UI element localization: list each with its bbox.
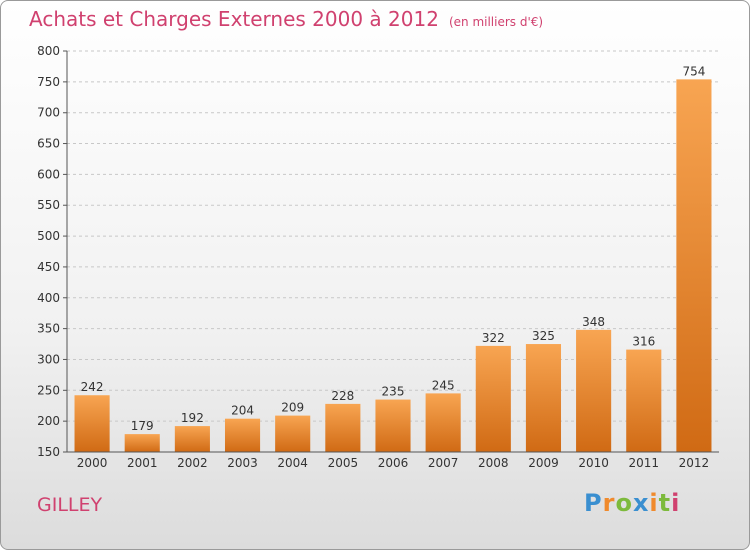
data-label: 204	[231, 404, 254, 418]
x-tick-label: 2003	[227, 456, 258, 470]
logo-letter: x	[632, 489, 650, 517]
bar-2010	[576, 329, 612, 452]
proxiti-logo: Proxiti	[584, 489, 680, 517]
data-label: 242	[81, 380, 104, 394]
x-tick-label: 2002	[177, 456, 208, 470]
logo-letter: i	[671, 489, 681, 517]
x-tick-label: 2010	[578, 456, 609, 470]
logo-letter: P	[584, 489, 603, 517]
data-label: 754	[682, 64, 705, 78]
data-label: 228	[331, 389, 354, 403]
data-label: 348	[582, 315, 605, 329]
y-tick-label: 400	[37, 291, 60, 305]
bars: 242 179 192 204 209 228 235 245 322 325 348 316 754	[74, 64, 712, 452]
y-tick-label: 250	[37, 383, 60, 397]
y-tick-label: 350	[37, 322, 60, 336]
y-tick-label: 550	[37, 198, 60, 212]
bar-2001	[124, 434, 160, 452]
logo-letter: o	[615, 489, 633, 517]
x-tick-label: 2009	[528, 456, 559, 470]
logo-letter: t	[658, 489, 672, 517]
bar-2008	[475, 345, 511, 452]
bar-2004	[275, 415, 311, 452]
title-text: Achats et Charges Externes 2000 à 2012	[29, 7, 439, 31]
bar-2005	[325, 403, 361, 452]
bar-2000	[74, 395, 110, 452]
logo-letter: r	[602, 489, 616, 517]
x-tick-label: 2004	[277, 456, 308, 470]
x-tick-label: 2008	[478, 456, 509, 470]
bar-2007	[425, 393, 461, 452]
bar-chart: 150 200 250 300 350 400 450 500 550 600 650 700 750 8…	[37, 44, 719, 470]
y-tick-label: 200	[37, 414, 60, 428]
y-tick-label: 500	[37, 229, 60, 243]
bar-2003	[224, 418, 261, 452]
bar-2009	[525, 344, 562, 452]
y-tick-label: 150	[37, 445, 60, 459]
data-label: 209	[281, 401, 304, 415]
data-label: 316	[632, 335, 655, 349]
x-tick-label: 2000	[77, 456, 108, 470]
logo-letter: i	[649, 489, 659, 517]
y-tick-label: 300	[37, 352, 60, 366]
bar-2002	[174, 426, 210, 452]
y-tick-label: 700	[37, 106, 60, 120]
y-tick-label: 450	[37, 260, 60, 274]
y-tick-label: 600	[37, 167, 60, 181]
y-axis: 150 200 250 300 350 400 450 500 550 600 650 700 750 8…	[37, 44, 68, 459]
data-label: 179	[131, 419, 154, 433]
x-axis: 2000 2001 2002 2003 2004 2005 2006 2007 2008 2009…	[67, 451, 719, 470]
data-label: 192	[181, 411, 204, 425]
commune-name: GILLEY	[37, 494, 103, 516]
data-label: 245	[432, 378, 455, 392]
data-label: 322	[482, 331, 505, 345]
x-tick-label: 2006	[378, 456, 409, 470]
x-tick-label: 2001	[127, 456, 158, 470]
bar-2011	[626, 349, 662, 452]
data-label: 325	[532, 329, 555, 343]
x-tick-label: 2007	[428, 456, 459, 470]
bar-2012	[676, 79, 712, 452]
bar-2006	[375, 399, 411, 452]
chart-title: Achats et Charges Externes 2000 à 2012 (e…	[29, 7, 543, 31]
data-label: 235	[382, 385, 405, 399]
x-tick-label: 2005	[328, 456, 359, 470]
x-tick-label: 2012	[679, 456, 710, 470]
y-tick-label: 750	[37, 75, 60, 89]
chart-subtitle: (en milliers d'€)	[448, 15, 544, 29]
y-tick-label: 650	[37, 137, 60, 151]
y-tick-label: 800	[37, 44, 60, 58]
x-tick-label: 2011	[628, 456, 659, 470]
